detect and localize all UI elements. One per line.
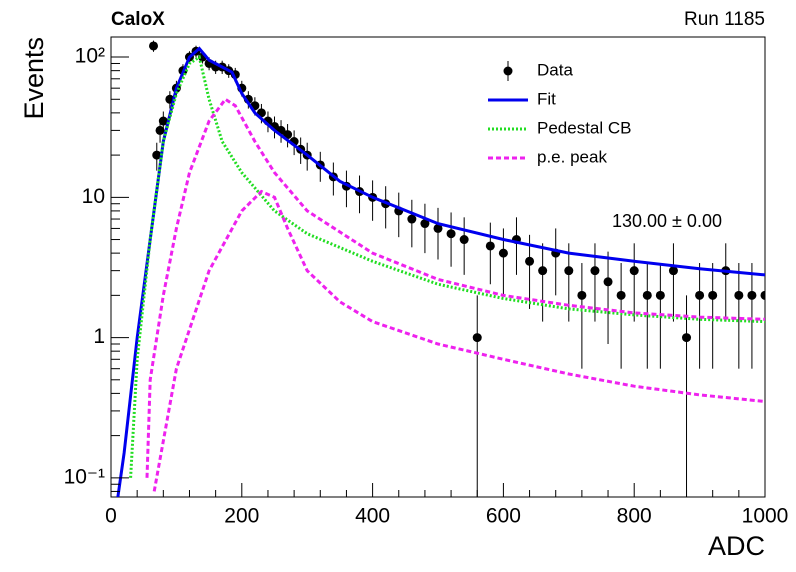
data-point [433, 223, 443, 233]
y-tick-label: 1 [93, 325, 105, 348]
legend-symbol [503, 66, 513, 76]
y-tick-label: 10⁻¹ [64, 465, 105, 488]
x-tick-label: 1000 [742, 505, 789, 528]
run-label: Run 1185 [684, 9, 765, 30]
data-point [525, 256, 535, 266]
data-point [629, 266, 639, 276]
data-point [577, 290, 587, 300]
data-point [747, 290, 757, 300]
curve [145, 97, 765, 492]
data-point [734, 290, 744, 300]
data-point [472, 333, 482, 343]
data-point [407, 214, 417, 224]
x-tick-label: 600 [486, 505, 521, 528]
data-point [485, 241, 495, 251]
data-point [682, 333, 692, 343]
data-point [155, 125, 165, 135]
data-point [538, 266, 548, 276]
x-tick-label: 0 [105, 505, 117, 528]
data-point [708, 290, 718, 300]
legend: Data Fit Pedestal CB p.e. peak [488, 60, 632, 166]
legend-label: Fit [537, 89, 556, 108]
data-point [616, 290, 626, 300]
plot-area [116, 40, 765, 497]
y-tick-label: 10 [82, 185, 105, 208]
x-tick-label: 200 [224, 505, 259, 528]
plot-frame [110, 36, 766, 498]
data-point [655, 290, 665, 300]
fit-parameter: 130.00 ± 0.00 [612, 211, 722, 231]
x-tick-label: 400 [355, 505, 390, 528]
data-point [152, 150, 162, 160]
legend-label: Data [537, 60, 573, 79]
y-tick-label: 10² [75, 45, 105, 68]
data-point [158, 116, 168, 126]
data-point [603, 277, 613, 287]
curve [129, 54, 765, 478]
data-point [498, 248, 508, 258]
legend-label: p.e. peak [537, 147, 607, 166]
data-point [564, 266, 574, 276]
data-point [695, 290, 705, 300]
data-point [420, 219, 430, 229]
axes: 0 200 400 600 800 1000 10² 10 1 10⁻¹ [64, 45, 789, 528]
data-point [149, 41, 159, 51]
x-tick-label: 800 [617, 505, 652, 528]
x-axis-title: ADC [708, 531, 765, 561]
chart-title: CaloX [111, 9, 165, 30]
data-point [668, 266, 678, 276]
data-point [459, 235, 469, 245]
data-point [642, 290, 652, 300]
y-axis-title: Events [19, 37, 49, 120]
data-point [446, 229, 456, 239]
data-point [590, 266, 600, 276]
legend-label: Pedestal CB [537, 118, 632, 137]
data-point [760, 290, 765, 300]
